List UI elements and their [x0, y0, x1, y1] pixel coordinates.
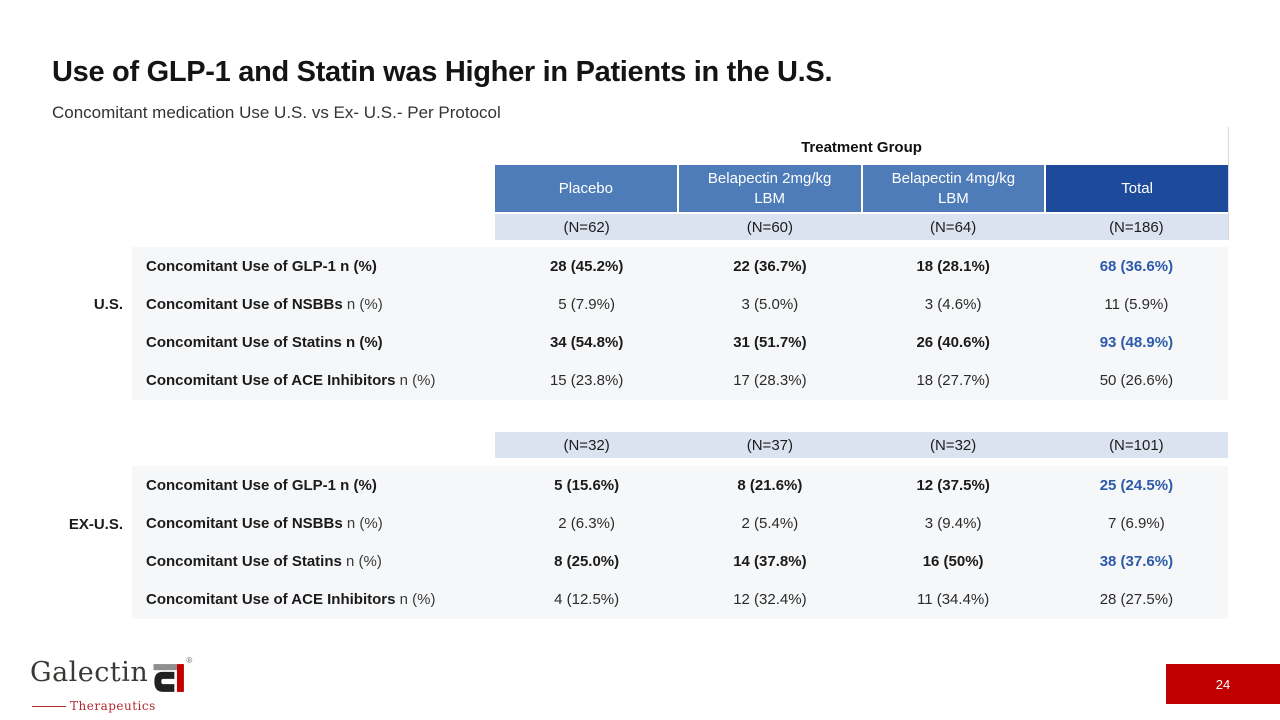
us-table-block: Concomitant Use of GLP-1 n (%) 28 (45.2%… [132, 247, 1228, 400]
row-label: Concomitant Use of ACE Inhibitors n (%) [132, 591, 495, 608]
page-number-badge: 24 [1166, 664, 1280, 704]
row-label-bold: Concomitant Use of NSBBs [146, 295, 343, 313]
value-cell: 8 (25.0%) [554, 553, 620, 571]
value-cell: 22 (36.7%) [733, 257, 807, 275]
row-label: Concomitant Use of Statins n (%) [132, 334, 495, 351]
value-cell: 34 (54.8%) [549, 334, 624, 352]
value-cell: 11 (34.4%) [916, 591, 990, 609]
table-row: Concomitant Use of Statins n (%) 34 (54.… [132, 324, 1228, 362]
n-cell: (N=32) [929, 436, 977, 454]
value-cell-total: 38 (37.6%) [1099, 553, 1174, 571]
row-label-rest: n (%) [395, 372, 436, 390]
table-row: Concomitant Use of GLP-1 n (%) 28 (45.2%… [132, 247, 1228, 285]
value-cell: 3 (4.6%) [924, 295, 982, 313]
table-right-border [1228, 127, 1229, 240]
logo-rule [32, 705, 66, 707]
value-cell: 16 (50%) [922, 553, 984, 571]
column-header-row: Placebo Belapectin 2mg/kg LBM Belapectin… [495, 165, 1228, 212]
value-cell: 14 (37.8%) [733, 553, 807, 571]
value-cell: 4 (12.5%) [554, 591, 620, 609]
us-section-label: U.S. [93, 296, 123, 313]
value-cell: 2 (6.3%) [558, 514, 615, 532]
row-label-rest: n (%) [395, 591, 436, 609]
column-header-label: Belapectin 4mg/kg LBM [891, 170, 1016, 207]
row-label-bold: Concomitant Use of ACE Inhibitors [146, 372, 396, 390]
ex-us-section-label: EX-U.S. [68, 516, 123, 533]
row-label-bold: Concomitant Use of NSBBs [146, 514, 343, 532]
row-label-bold: Concomitant Use of Statins n (%) [146, 334, 383, 352]
gt-monogram-icon: ® [150, 656, 192, 701]
value-cell-total: 25 (24.5%) [1099, 476, 1174, 494]
treatment-group-header: Treatment Group [801, 139, 922, 156]
row-label: Concomitant Use of Statins n (%) [132, 553, 495, 570]
row-label: Concomitant Use of ACE Inhibitors n (%) [132, 372, 495, 389]
n-cell: (N=64) [929, 218, 977, 236]
logo-subtitle: Therapeutics [70, 699, 156, 713]
ex-us-table-block: Concomitant Use of GLP-1 n (%) 5 (15.6%)… [132, 466, 1228, 619]
column-header-total: Total [1046, 165, 1228, 212]
page-number: 24 [1215, 676, 1231, 692]
row-label-rest: n (%) [342, 514, 383, 532]
table-row: Concomitant Use of NSBBs n (%) 2 (6.3%) … [132, 504, 1228, 542]
column-header-belapectin-4mg: Belapectin 4mg/kg LBM [862, 165, 1045, 212]
value-cell: 3 (5.0%) [741, 295, 799, 313]
value-cell: 18 (27.7%) [916, 372, 990, 390]
value-cell: 12 (37.5%) [916, 476, 990, 494]
value-cell: 5 (7.9%) [558, 295, 615, 313]
table-row: Concomitant Use of NSBBs n (%) 5 (7.9%) … [132, 285, 1228, 323]
value-cell: 2 (5.4%) [741, 514, 799, 532]
column-header-label: Placebo [558, 179, 613, 197]
n-cell: (N=101) [1109, 436, 1164, 454]
value-cell-total: 7 (6.9%) [1108, 514, 1165, 532]
table-row: Concomitant Use of Statins n (%) 8 (25.0… [132, 543, 1228, 581]
value-cell: 31 (51.7%) [733, 334, 807, 352]
row-label: Concomitant Use of NSBBs n (%) [132, 296, 495, 313]
row-label: Concomitant Use of GLP-1 n (%) [132, 258, 495, 275]
value-cell: 15 (23.8%) [549, 372, 624, 390]
row-label-rest: n (%) [341, 553, 382, 571]
slide-subtitle: Concomitant medication Use U.S. vs Ex- U… [52, 103, 501, 122]
row-label-bold: Concomitant Use of Statins [146, 553, 342, 571]
us-n-row: (N=62) (N=60) (N=64) (N=186) [495, 214, 1228, 240]
ex-us-n-row: (N=32) (N=37) (N=32) (N=101) [495, 432, 1228, 458]
column-header-label: Total [1121, 179, 1153, 197]
value-cell-total: 68 (36.6%) [1099, 257, 1174, 275]
table-row: Concomitant Use of ACE Inhibitors n (%) … [132, 581, 1228, 619]
value-cell-total: 28 (27.5%) [1099, 591, 1174, 609]
value-cell: 8 (21.6%) [737, 476, 803, 494]
value-cell: 5 (15.6%) [554, 476, 620, 494]
row-label-rest: n (%) [342, 295, 383, 313]
n-cell: (N=62) [563, 218, 610, 236]
n-cell: (N=32) [563, 436, 610, 454]
row-label: Concomitant Use of GLP-1 n (%) [132, 477, 495, 494]
value-cell-total: 50 (26.6%) [1099, 372, 1174, 390]
galectin-therapeutics-logo: Galectin ® Therapeutics [30, 656, 192, 713]
logo-row: Galectin ® [30, 656, 192, 701]
value-cell: 12 (32.4%) [733, 591, 807, 609]
value-cell: 26 (40.6%) [916, 334, 990, 352]
row-label-bold: Concomitant Use of ACE Inhibitors [146, 591, 396, 609]
value-cell-total: 93 (48.9%) [1099, 334, 1174, 352]
n-cell: (N=186) [1109, 218, 1164, 236]
column-header-placebo: Placebo [495, 165, 677, 212]
column-header-label: Belapectin 2mg/kg LBM [707, 170, 832, 207]
n-cell: (N=37) [746, 436, 794, 454]
row-label-bold: Concomitant Use of GLP-1 n (%) [146, 476, 377, 494]
column-header-belapectin-2mg: Belapectin 2mg/kg LBM [678, 165, 861, 212]
slide-title: Use of GLP-1 and Statin was Higher in Pa… [52, 56, 833, 88]
n-cell: (N=60) [746, 218, 794, 236]
value-cell: 18 (28.1%) [916, 257, 990, 275]
value-cell: 28 (45.2%) [549, 257, 624, 275]
value-cell: 17 (28.3%) [733, 372, 807, 390]
table-row: Concomitant Use of ACE Inhibitors n (%) … [132, 362, 1228, 400]
value-cell-total: 11 (5.9%) [1104, 295, 1169, 313]
logo-subtitle-row: Therapeutics [32, 699, 190, 713]
row-label: Concomitant Use of NSBBs n (%) [132, 515, 495, 532]
logo-wordmark: Galectin [30, 657, 149, 688]
table-row: Concomitant Use of GLP-1 n (%) 5 (15.6%)… [132, 466, 1228, 504]
row-label-bold: Concomitant Use of GLP-1 n (%) [146, 257, 377, 275]
registered-mark: ® [186, 656, 193, 665]
value-cell: 3 (9.4%) [924, 514, 982, 532]
